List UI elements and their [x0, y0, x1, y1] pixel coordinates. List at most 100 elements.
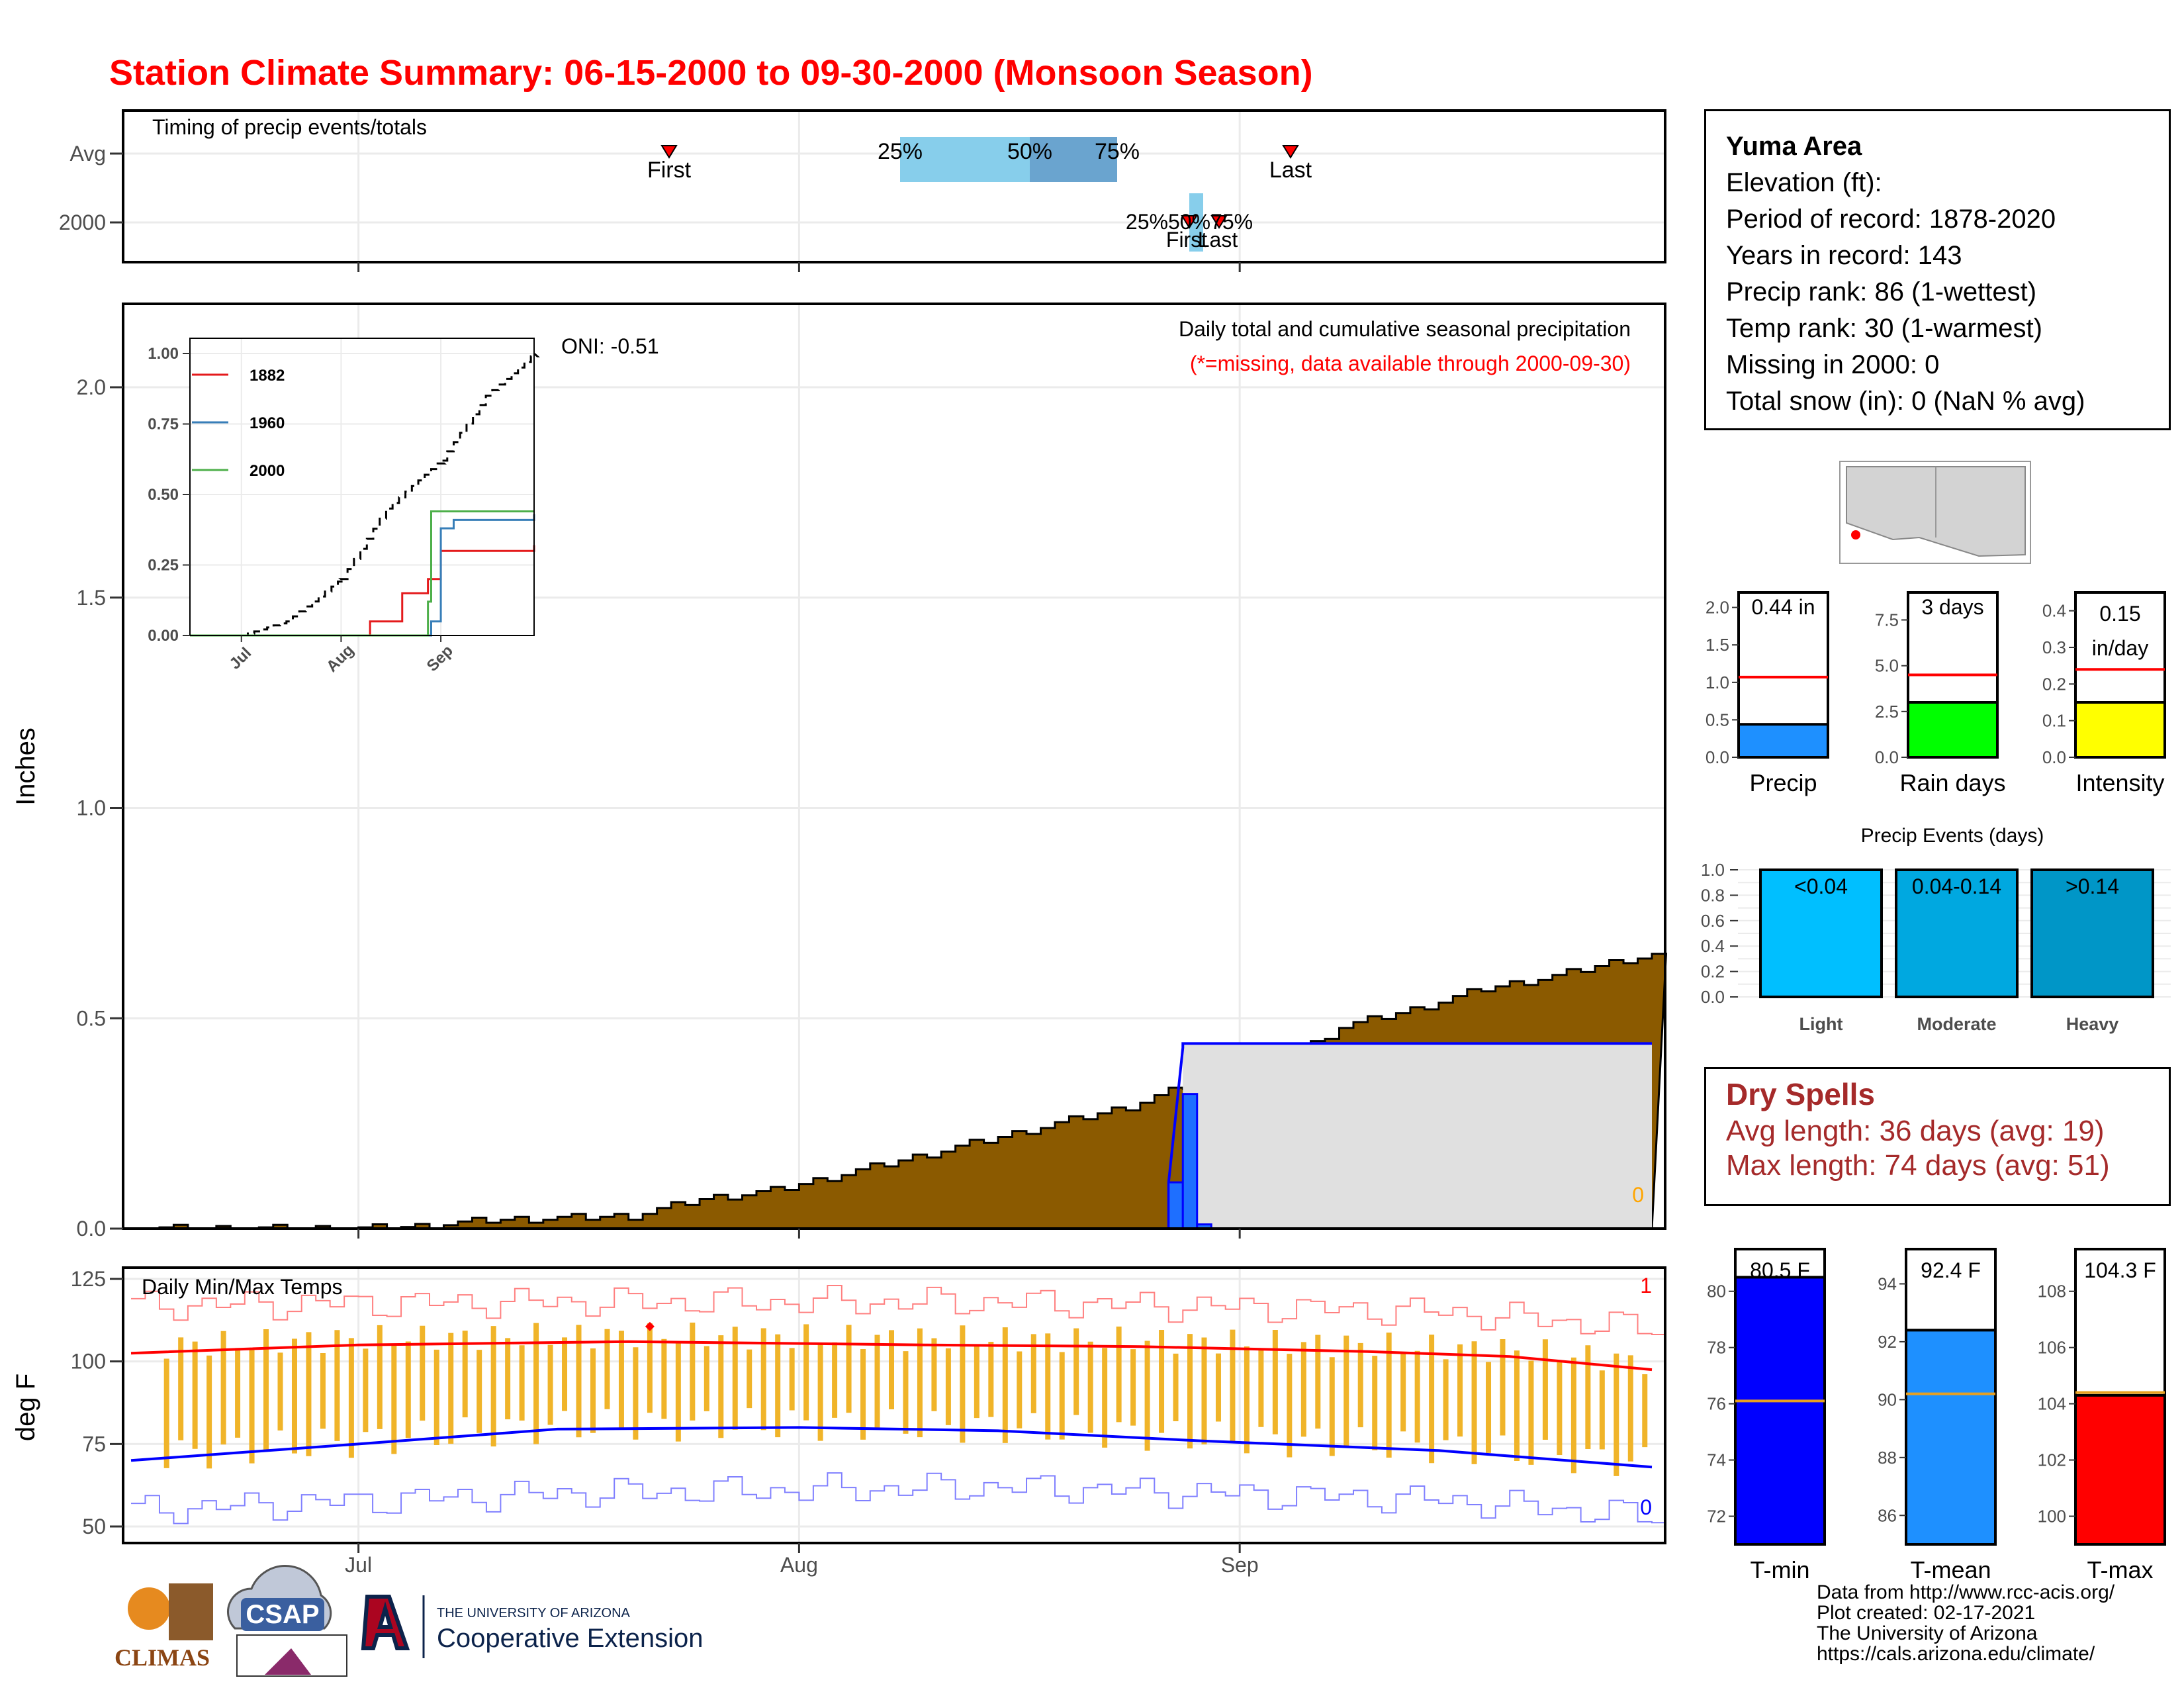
- timing-row-avg: Avg: [69, 142, 106, 165]
- ua-logo-top-text: THE UNIVERSITY OF ARIZONA: [437, 1606, 631, 1620]
- temp-bar-value-label: 80.5 F: [1750, 1258, 1810, 1282]
- mini-bar-ytick-label: 7.5: [1875, 610, 1899, 630]
- station-info-box: Yuma Area Elevation (ft): Period of reco…: [1704, 109, 2171, 430]
- precip-ytick-label: 1.0: [77, 796, 106, 820]
- temps-xtick-label: Sep: [1221, 1553, 1259, 1577]
- events-bar-light: [1759, 868, 1883, 998]
- temps-record-max-count: 1: [1640, 1274, 1652, 1297]
- temp-bar-category-label: T-min: [1751, 1556, 1810, 1583]
- temps-record-min-count: 0: [1640, 1495, 1652, 1519]
- chart-title: Station Climate Summary: 06-15-2000 to 0…: [109, 53, 1313, 93]
- temp-bar-ytick-label: 92: [1878, 1332, 1897, 1352]
- map-station-marker: [1851, 530, 1860, 539]
- timing-avg-first-marker: [660, 145, 678, 159]
- timing-avg-last-label: Last: [1269, 158, 1312, 183]
- precip-daily-bar: [1167, 1181, 1184, 1230]
- mini-bar-ytick-label: 0.0: [1875, 747, 1899, 767]
- timing-2000-first-label: First: [1166, 228, 1207, 252]
- events-bar-label: >0.14: [2066, 874, 2119, 898]
- precip-ytick-label: 0.5: [77, 1006, 106, 1030]
- credit-plot-date: Plot created: 02-17-2021: [1817, 1602, 2036, 1624]
- station-period: Period of record: 1878-2020: [1726, 205, 2056, 234]
- timing-2000-last-label: Last: [1198, 228, 1238, 252]
- temp-bar-ytick-label: 78: [1707, 1338, 1726, 1358]
- temp-bar-ytick-label: 74: [1707, 1450, 1726, 1470]
- temp-bar-ytick-label: 102: [2038, 1450, 2066, 1470]
- precip-ytick-label: 0.0: [77, 1217, 106, 1241]
- inset-legend-label: 2000: [250, 462, 285, 480]
- mini-bar-rain-days: [1907, 701, 1999, 759]
- events-category-label: Heavy: [2066, 1014, 2119, 1034]
- events-ytick-label: 0.0: [1701, 987, 1725, 1007]
- events-category-label: Light: [1799, 1014, 1843, 1034]
- station-precip-rank: Precip rank: 86 (1-wettest): [1726, 277, 2037, 306]
- mini-bar-category-label: Rain days: [1899, 769, 2005, 796]
- mini-bar-ytick-label: 0.4: [2042, 601, 2066, 621]
- timing-panel-border: [122, 109, 1666, 263]
- mini-bar-ytick-label: 5.0: [1875, 656, 1899, 676]
- timing-avg-25-label: 25%: [878, 139, 923, 164]
- station-temp-rank: Temp rank: 30 (1-warmest): [1726, 314, 2042, 343]
- timing-avg-last-marker: [1282, 145, 1299, 159]
- inset-legend-label: 1960: [250, 414, 285, 432]
- temp-bar-ytick-label: 104: [2038, 1394, 2066, 1414]
- inset-ytick-label: 0.25: [148, 557, 179, 575]
- temps-xtick-label: Jul: [345, 1553, 372, 1577]
- timing-2000-last-marker: [1210, 215, 1228, 229]
- temp-bar-ytick-label: 108: [2038, 1282, 2066, 1301]
- events-bar-heavy: [2030, 868, 2154, 998]
- events-bar-label: <0.04: [1794, 874, 1848, 898]
- temps-avg-min-line: [130, 1426, 1653, 1469]
- timing-2000-bar: [1189, 193, 1203, 252]
- mini-bar-ytick-label: 1.0: [1706, 673, 1729, 692]
- ua-logo-bottom-text: Cooperative Extension: [437, 1624, 703, 1653]
- station-name: Yuma Area: [1726, 132, 1862, 161]
- ua-logo-a: [361, 1595, 410, 1650]
- mini-bar-precip: [1737, 723, 1829, 759]
- timing-avg-50-label: 50%: [1007, 139, 1052, 164]
- inset-legend-label: 1882: [250, 367, 285, 385]
- temp-bar-ytick-label: 72: [1707, 1507, 1726, 1526]
- timing-2000-first-marker: [1181, 215, 1198, 229]
- precip-daily-bar: [1181, 1093, 1199, 1230]
- precip-oni: ONI: -0.51: [561, 334, 659, 358]
- mini-bar-ytick-label: 0.1: [2042, 711, 2066, 731]
- inset-ytick-label: 0.50: [148, 486, 179, 504]
- climas-logo-sun: [128, 1587, 170, 1630]
- mini-bar-ytick-label: 0.0: [2042, 747, 2066, 767]
- mini-bar-value-label: 0.15: [2099, 602, 2140, 626]
- temps-record-marker: [645, 1321, 655, 1331]
- credits: Data from http://www.rcc-acis.org/ Plot …: [1817, 1582, 2115, 1664]
- events-ytick-label: 0.8: [1701, 885, 1725, 905]
- mini-bar-ytick-label: 0.3: [2042, 637, 2066, 657]
- precip-ytick-label: 1.5: [77, 586, 106, 610]
- precip-ylabel: Inches: [11, 727, 40, 806]
- precip-heading: Daily total and cumulative seasonal prec…: [1179, 317, 1631, 341]
- credit-university: The University of Arizona: [1817, 1622, 2038, 1644]
- dry-spells-box: Dry Spells Avg length: 36 days (avg: 19)…: [1704, 1067, 2171, 1206]
- csap-mountain: [265, 1648, 311, 1675]
- climas-logo-shape: [169, 1583, 213, 1640]
- inset-border: [189, 338, 535, 636]
- temp-bar-ytick-label: 94: [1878, 1274, 1897, 1293]
- temps-ytick-label: 125: [71, 1267, 106, 1291]
- mini-bar-intensity: [2074, 701, 2166, 759]
- events-bar-moderate: [1895, 868, 2019, 998]
- timing-avg-first-label: First: [647, 158, 692, 183]
- credit-url: https://cals.arizona.edu/climate/: [1817, 1643, 2095, 1665]
- timing-avg-bar-50-75: [1030, 137, 1117, 182]
- timing-row-2000: 2000: [59, 211, 106, 234]
- mini-bar-ytick-label: 0.0: [1706, 747, 1729, 767]
- temps-ytick-label: 75: [82, 1432, 106, 1456]
- mini-bar-value-label: 3 days: [1921, 595, 1983, 619]
- temps-xtick-label: Aug: [780, 1553, 818, 1577]
- mini-bar-ytick-label: 2.5: [1875, 702, 1899, 722]
- temp-bar-ytick-label: 76: [1707, 1394, 1726, 1414]
- temp-bar-category-label: T-max: [2087, 1556, 2153, 1583]
- mini-bar-ytick-label: 0.2: [2042, 674, 2066, 694]
- inset-bg: [190, 338, 534, 635]
- climas-logo-text: CLIMAS: [114, 1644, 210, 1671]
- station-snow: Total snow (in): 0 (NaN % avg): [1726, 387, 2085, 416]
- temps-record-min-line: [131, 1472, 1666, 1524]
